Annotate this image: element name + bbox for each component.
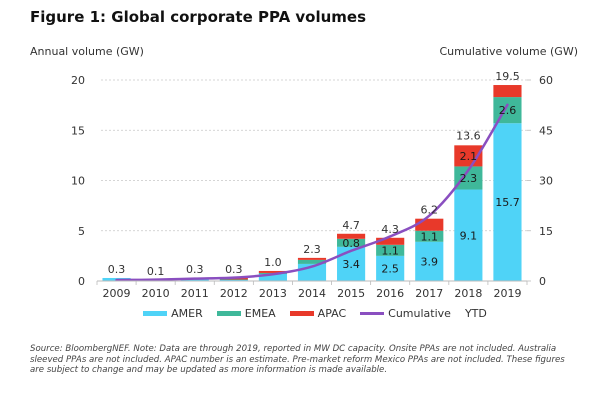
segment-label-amer: 15.7 [495,196,520,209]
legend-item-cumulative: Cumulative [360,307,451,320]
segment-label-apac: 2.1 [460,150,478,163]
bar-apac [337,233,366,239]
bar-emea [376,244,405,256]
total-label: 0.1 [147,265,165,278]
gridlines [101,79,527,232]
legend: AMER EMEA APAC Cumulative YTD [0,307,600,320]
x-tick-label: 2015 [337,287,365,300]
legend-label: YTD [464,307,487,320]
legend-item-apac: APAC [289,307,347,320]
x-tick-label: 2016 [376,287,404,300]
bar-amer [376,255,405,281]
x-tick-label: 2017 [415,287,443,300]
bar-apac [258,270,287,273]
y-tick-label-right: 15 [539,225,553,238]
segment-label-emea: 2.6 [499,104,517,117]
bar-emea [337,238,366,247]
x-tick-label: 2014 [298,287,326,300]
legend-label: APAC [317,307,347,320]
bar-apac [415,218,444,231]
legend-label: EMEA [244,307,276,320]
bar-apac [376,237,405,245]
y-tick-label-left: 10 [71,175,85,188]
y-tick-label-left: 0 [78,275,85,288]
segment-label-emea: 1.1 [381,244,399,257]
bar-amer [415,241,444,281]
total-label: 13.6 [456,129,481,142]
bar-apac [297,257,327,260]
legend-item-ytd: YTD [465,307,487,320]
segment-label-amer: 2.5 [381,262,399,275]
segment-label-amer: 3.9 [421,255,439,268]
legend-item-amer: AMER [143,307,203,320]
left-axis-title: Annual volume (GW) [30,45,144,58]
total-label: 0.3 [186,263,204,276]
legend-item-emea: EMEA [216,307,276,320]
total-label: 2.3 [303,243,321,256]
legend-swatch-cumulative [360,312,385,315]
x-tick-label: 2009 [103,287,131,300]
segment-label-emea: 0.8 [342,237,360,250]
x-tick-label: 2019 [493,287,521,300]
total-label: 0.3 [108,263,126,276]
total-label: 19.5 [495,70,520,83]
cumulative-line [115,103,509,282]
legend-swatch-emea [216,311,241,316]
bars [102,85,522,281]
bar-emea [454,166,483,190]
total-label: 4.7 [342,219,360,232]
x-tick-label: 2012 [220,287,248,300]
bar-amer [219,279,248,281]
figure-title: Figure 1: Global corporate PPA volumes [30,8,367,26]
x-tick-label: 2013 [259,287,287,300]
y-tick-label-left: 15 [71,124,85,137]
bar-amer [337,246,366,281]
total-label: 4.3 [381,223,399,236]
y-tick-label-right: 30 [539,175,553,188]
total-label: 6.2 [421,204,439,217]
axes: 0 5 10 15 20 0 15 30 45 60 2009 2010 2011 2012 2013 201… [71,74,553,300]
bar-emea [219,279,248,280]
source-note: Source: BloombergNEF. Note: Data are thr… [30,344,565,375]
bar-amer [258,273,287,281]
bar-emea [297,259,327,264]
x-tick-label: 2018 [454,287,482,300]
segment-label-amer: 3.4 [342,258,360,271]
segment-label-emea: 1.1 [421,230,439,243]
x-tick-label: 2011 [181,287,209,300]
bar-amer [454,189,483,281]
data-labels: 0.3 0.1 0.3 0.3 1.0 2.3 3.4 0.8 4.7 2.5 1.1 4.3 3.9 1… [108,70,520,278]
legend-swatch-apac [289,311,314,316]
total-label: 0.3 [225,263,243,276]
y-tick-label-right: 45 [539,124,553,137]
total-label: 1.0 [264,256,282,269]
y-tick-label-right: 60 [539,74,553,87]
right-axis-title: Cumulative volume (GW) [439,45,578,58]
legend-label: Cumulative [388,307,451,320]
bar-apac [493,85,522,98]
bar-amer [493,123,522,281]
segment-label-amer: 9.1 [460,229,478,242]
y-tick-label-left: 5 [78,225,85,238]
y-tick-label-left: 20 [71,74,85,87]
x-tick-label: 2010 [142,287,170,300]
legend-swatch-amer [143,311,168,316]
legend-label: AMER [171,307,203,320]
y-tick-label-right: 0 [539,275,546,288]
bar-amer [180,278,209,281]
cumulative-line-group [115,103,509,282]
bar-emea [415,230,444,242]
segment-label-emea: 2.3 [460,172,478,185]
